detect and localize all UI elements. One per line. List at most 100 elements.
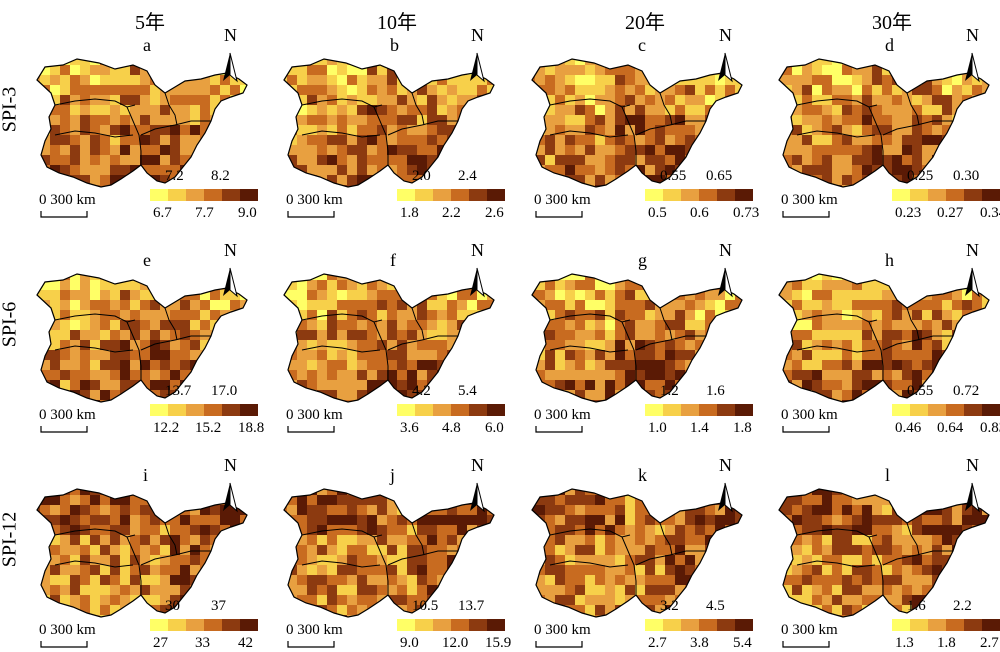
legend-bottom-label: 1.0 bbox=[648, 420, 667, 436]
sub-basin-boundary bbox=[140, 120, 211, 136]
scale-bar-label: 0 300 km bbox=[39, 407, 96, 423]
scale-bar-label: 0 300 km bbox=[781, 622, 838, 638]
north-arrow-icon bbox=[223, 52, 238, 83]
legend-bottom-label: 12.2 bbox=[153, 420, 180, 436]
sub-basin-boundary bbox=[549, 560, 629, 568]
north-arrow-icon bbox=[470, 482, 485, 513]
north-arrow-icon bbox=[470, 267, 485, 298]
north-label: N bbox=[719, 25, 732, 45]
basin-boundary bbox=[531, 273, 743, 403]
sub-basin-boundary bbox=[635, 550, 706, 566]
legend-top-label: 0.55 bbox=[907, 383, 934, 399]
color-legend bbox=[645, 619, 753, 631]
scale-bar-label: 0 300 km bbox=[39, 192, 96, 208]
basin-map-c bbox=[531, 52, 743, 188]
sub-basin-boundary bbox=[659, 307, 673, 341]
scale-bar-label: 0 300 km bbox=[534, 192, 591, 208]
scale-bar-label: 0 300 km bbox=[534, 622, 591, 638]
sub-basin-boundary bbox=[140, 335, 211, 351]
sub-basin-boundary bbox=[54, 98, 136, 108]
sub-basin-boundary bbox=[411, 522, 425, 556]
column-title-3: 20年 bbox=[625, 12, 665, 34]
scale-bar bbox=[535, 641, 583, 648]
legend-bottom-label: 6.0 bbox=[485, 420, 504, 436]
legend-top-label: 3.2 bbox=[660, 598, 679, 614]
legend-top-label: 0.30 bbox=[953, 168, 980, 184]
sub-basin-boundary bbox=[126, 321, 142, 380]
legend-bottom-label: 0.73 bbox=[733, 205, 760, 221]
legend-top-label: 10.5 bbox=[412, 598, 439, 614]
column-title-1: 5年 bbox=[135, 12, 165, 34]
sub-basin-boundary bbox=[126, 536, 142, 595]
north-label: N bbox=[966, 455, 979, 475]
legend-top-label: 5.4 bbox=[458, 383, 477, 399]
sub-basin-boundary bbox=[549, 528, 631, 538]
north-label: N bbox=[966, 25, 979, 45]
legend-top-label: 4.5 bbox=[706, 598, 725, 614]
sub-basin-boundary bbox=[164, 307, 178, 341]
color-legend bbox=[892, 189, 1000, 201]
sub-basin-boundary bbox=[54, 130, 134, 138]
sub-basin-boundary bbox=[549, 130, 629, 138]
legend-bottom-label: 1.8 bbox=[400, 205, 419, 221]
legend-bottom-label: 0.27 bbox=[937, 205, 964, 221]
panel-letter-l: l bbox=[885, 465, 891, 485]
legend-top-label: 0.65 bbox=[706, 168, 733, 184]
scale-bar-label: 0 300 km bbox=[286, 407, 343, 423]
legend-bottom-label: 7.7 bbox=[195, 205, 214, 221]
sub-basin-boundary bbox=[126, 106, 142, 165]
legend-bottom-label: 0.34 bbox=[980, 205, 1000, 221]
sub-basin-boundary bbox=[301, 98, 383, 108]
legend-top-label: 17.0 bbox=[211, 383, 238, 399]
legend-bottom-label: 0.6 bbox=[690, 205, 709, 221]
legend-bottom-label: 2.7 bbox=[980, 635, 999, 651]
legend-bottom-label: 12.0 bbox=[442, 635, 469, 651]
sub-basin-boundary bbox=[549, 345, 629, 353]
sub-basin-boundary bbox=[882, 335, 953, 351]
panel-letter-h: h bbox=[885, 250, 894, 270]
sub-basin-boundary bbox=[635, 335, 706, 351]
basin-map-d bbox=[778, 52, 990, 188]
color-legend bbox=[397, 619, 505, 631]
panel-letter-j: j bbox=[390, 465, 396, 485]
column-title-2: 10年 bbox=[377, 12, 417, 34]
sub-basin-boundary bbox=[54, 313, 136, 323]
scale-bar bbox=[40, 426, 88, 433]
north-arrow-icon bbox=[718, 52, 733, 83]
panel-letter-f: f bbox=[390, 250, 396, 270]
sub-basin-boundary bbox=[659, 522, 673, 556]
legend-top-label: 13.7 bbox=[458, 598, 485, 614]
sub-basin-boundary bbox=[373, 321, 389, 380]
legend-bottom-label: 3.6 bbox=[400, 420, 419, 436]
scale-bar-label: 0 300 km bbox=[39, 622, 96, 638]
north-label: N bbox=[224, 240, 237, 260]
legend-bottom-label: 1.3 bbox=[895, 635, 914, 651]
north-arrow-icon bbox=[718, 267, 733, 298]
column-title-4: 30年 bbox=[872, 12, 912, 34]
sub-basin-boundary bbox=[301, 560, 381, 568]
sub-basin-boundary bbox=[54, 560, 134, 568]
sub-basin-boundary bbox=[796, 560, 876, 568]
basin-map-a bbox=[36, 52, 248, 188]
legend-bottom-label: 5.4 bbox=[733, 635, 752, 651]
north-arrow-icon bbox=[223, 482, 238, 513]
legend-bottom-label: 33 bbox=[195, 635, 210, 651]
legend-top-label: 2.0 bbox=[412, 168, 431, 184]
sub-basin-boundary bbox=[164, 92, 178, 126]
sub-basin-boundary bbox=[301, 130, 381, 138]
legend-top-label: 4.2 bbox=[412, 383, 431, 399]
legend-top-label: 0.55 bbox=[660, 168, 687, 184]
scale-bar bbox=[535, 211, 583, 218]
sub-basin-boundary bbox=[868, 106, 884, 165]
scale-bar bbox=[782, 641, 830, 648]
legend-bottom-label: 0.83 bbox=[980, 420, 1000, 436]
panel-letter-a: a bbox=[143, 35, 151, 55]
legend-bottom-label: 2.7 bbox=[648, 635, 667, 651]
basin-boundary bbox=[283, 488, 495, 618]
sub-basin-boundary bbox=[621, 321, 637, 380]
legend-top-label: 1.6 bbox=[706, 383, 725, 399]
sub-basin-boundary bbox=[906, 522, 920, 556]
sub-basin-boundary bbox=[796, 130, 876, 138]
legend-top-label: 1.6 bbox=[907, 598, 926, 614]
basin-boundary bbox=[283, 58, 495, 188]
